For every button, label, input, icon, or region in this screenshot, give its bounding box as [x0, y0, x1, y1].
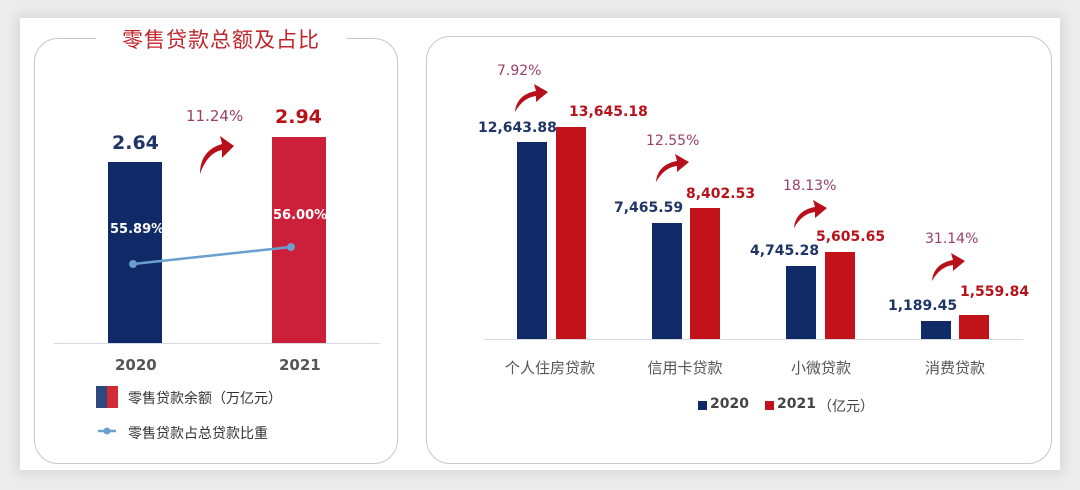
growth-arrow-icon [200, 136, 234, 174]
bar-value-2021: 2.94 [275, 106, 322, 128]
value-consumer-2020: 1,189.45 [888, 298, 958, 314]
bar-2020 [108, 162, 162, 343]
legend-label-2020: 2020 [710, 396, 749, 412]
growth-consumer: 31.14% [925, 231, 979, 247]
value-consumer-2021: 1,559.84 [960, 284, 1030, 300]
legend-label-2021: 2021 [777, 396, 816, 412]
legend-swatch-2020 [698, 401, 707, 410]
growth-arrow-icon [794, 200, 827, 228]
bar-2021 [272, 137, 326, 343]
bar-mortgage-2020 [517, 142, 547, 339]
value-mortgage-2021: 13,645.18 [569, 104, 648, 120]
panel-title: 零售贷款总额及占比 [96, 24, 346, 54]
x-tick-2021: 2021 [279, 356, 321, 374]
value-credit-card-2020: 7,465.59 [614, 200, 684, 216]
category-credit-card: 信用卡贷款 [647, 359, 723, 377]
bar-mortgage-2021 [556, 127, 586, 339]
share-label-2021: 56.00% [273, 208, 328, 223]
category-micro: 小微贷款 [790, 359, 851, 377]
growth-arrow-icon [656, 154, 689, 182]
share-line [129, 243, 295, 268]
bar-value-2020: 2.64 [112, 132, 159, 154]
bar-consumer-2020 [921, 321, 951, 339]
legend-line-label: 零售贷款占总贷款比重 [128, 426, 268, 442]
growth-credit-card: 12.55% [646, 133, 700, 149]
share-label-2020: 55.89% [110, 222, 165, 237]
legend-bar-label: 零售贷款余额（万亿元） [128, 391, 282, 407]
bar-credit-card-2021 [690, 208, 720, 339]
legend-bar-swatch-red [107, 386, 118, 408]
legend-line-swatch [98, 427, 116, 435]
value-micro-2021: 5,605.65 [816, 229, 886, 245]
value-mortgage-2020: 12,643.88 [478, 120, 557, 136]
bar-credit-card-2020 [652, 223, 682, 339]
legend-swatch-2021 [765, 401, 774, 410]
category-consumer: 消费贷款 [924, 359, 985, 377]
legend-unit: （亿元） [818, 399, 874, 415]
retail-loan-total-panel [34, 38, 398, 464]
growth-label: 11.24% [186, 107, 244, 125]
bar-micro-2021 [825, 252, 855, 339]
growth-mortgage: 7.92% [497, 63, 542, 79]
x-axis-line-right [483, 339, 1023, 340]
value-credit-card-2021: 8,402.53 [686, 186, 756, 202]
category-mortgage: 个人住房贷款 [504, 359, 595, 377]
growth-arrow-icon [932, 253, 965, 281]
value-micro-2020: 4,745.28 [750, 243, 820, 259]
x-tick-2020: 2020 [115, 356, 157, 374]
x-axis-line [54, 343, 380, 344]
bar-consumer-2021 [959, 315, 989, 339]
growth-arrow-icon [515, 84, 548, 112]
growth-micro: 18.13% [783, 178, 837, 194]
legend-bar-swatch-navy [96, 386, 107, 408]
bar-micro-2020 [786, 266, 816, 339]
